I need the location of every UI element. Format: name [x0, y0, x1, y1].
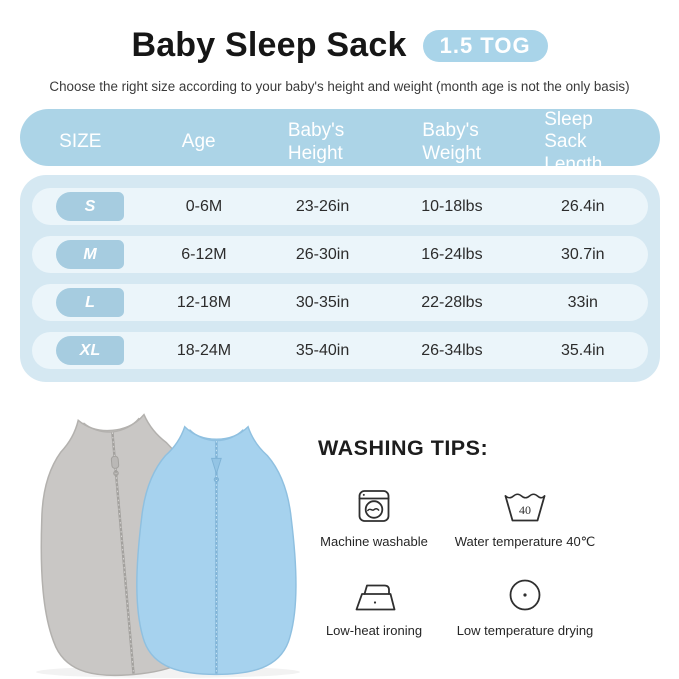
- blue-sleep-sack-image: [136, 425, 297, 676]
- height-cell: 30-35in: [295, 293, 350, 311]
- size-badge: M: [56, 240, 125, 269]
- column-header-label: Sleep Sack Length: [544, 109, 603, 175]
- tip-low-temperature-drying: Low temperature drying: [430, 575, 620, 638]
- height-cell: 26-30in: [295, 245, 350, 263]
- header: Baby Sleep Sack 1.5 TOG: [0, 0, 679, 65]
- size-badge: L: [56, 288, 125, 317]
- tog-badge: 1.5 TOG: [422, 29, 548, 62]
- iron-icon: [352, 575, 396, 613]
- tub-temperature: 40: [519, 503, 531, 517]
- subtitle: Choose the right size according to your …: [49, 79, 630, 94]
- size-chart: SIZE Age Baby's Height Baby's Weight Sle…: [19, 109, 660, 382]
- washing-machine-icon: [356, 486, 392, 524]
- table-row-l: L 12-18M 30-35in 22-28lbs 33in: [31, 284, 648, 321]
- length-cell: 30.7in: [560, 245, 605, 263]
- column-header-label: Baby's Weight: [422, 120, 482, 164]
- age-cell: 6-12M: [181, 245, 227, 263]
- age-cell: 0-6M: [185, 197, 223, 215]
- column-header-height: Baby's Height: [256, 120, 387, 165]
- size-badge: XL: [56, 336, 125, 365]
- table-row-xl: XL 18-24M 35-40in 26-34lbs 35.4in: [31, 332, 648, 369]
- tip-label: Low temperature drying: [456, 623, 594, 638]
- tip-machine-washable: Machine washable: [318, 486, 430, 550]
- height-cell: 23-26in: [295, 197, 350, 215]
- size-badge: S: [56, 192, 125, 221]
- age-cell: 12-18M: [176, 293, 232, 311]
- tip-label: Low-heat ironing: [325, 623, 423, 638]
- weight-cell: 22-28lbs: [421, 293, 483, 311]
- column-header-age: Age: [141, 131, 256, 153]
- product-photo: [36, 413, 300, 678]
- wash-tub-icon: 40: [503, 486, 547, 524]
- column-header-size: SIZE: [20, 131, 142, 153]
- table-row-s: S 0-6M 23-26in 10-18lbs 26.4in: [31, 188, 648, 225]
- tip-water-temperature: 40 Water temperature 40℃: [430, 486, 620, 550]
- height-cell: 35-40in: [295, 341, 350, 359]
- washing-tips-grid: Machine washable 40 Water temperature 40…: [318, 486, 620, 638]
- weight-cell: 26-34lbs: [421, 341, 483, 359]
- column-header-label: SIZE: [59, 131, 102, 153]
- size-chart-body: S 0-6M 23-26in 10-18lbs 26.4in M 6-12M 2…: [19, 175, 660, 382]
- age-cell: 18-24M: [176, 341, 232, 359]
- table-row-m: M 6-12M 26-30in 16-24lbs 30.7in: [31, 236, 648, 273]
- weight-cell: 10-18lbs: [421, 197, 483, 215]
- size-chart-header-row: SIZE Age Baby's Height Baby's Weight Sle…: [19, 109, 660, 175]
- length-cell: 26.4in: [560, 197, 605, 215]
- tip-low-heat-ironing: Low-heat ironing: [318, 575, 430, 638]
- column-header-weight: Baby's Weight: [387, 120, 525, 165]
- page-title: Baby Sleep Sack: [131, 26, 407, 64]
- column-header-length: Sleep Sack Length: [525, 109, 659, 176]
- washing-tips-section: WASHING TIPS: Machine washable: [318, 436, 620, 638]
- length-cell: 33in: [567, 293, 598, 311]
- column-header-label: Age: [181, 131, 216, 153]
- dryer-circle-icon: [507, 575, 543, 613]
- length-cell: 35.4in: [560, 341, 605, 359]
- column-header-label: Baby's Height: [287, 120, 345, 164]
- tip-label: Water temperature 40℃: [454, 534, 596, 549]
- weight-cell: 16-24lbs: [421, 245, 483, 263]
- washing-tips-title: WASHING TIPS:: [318, 436, 489, 460]
- tip-label: Machine washable: [320, 534, 428, 549]
